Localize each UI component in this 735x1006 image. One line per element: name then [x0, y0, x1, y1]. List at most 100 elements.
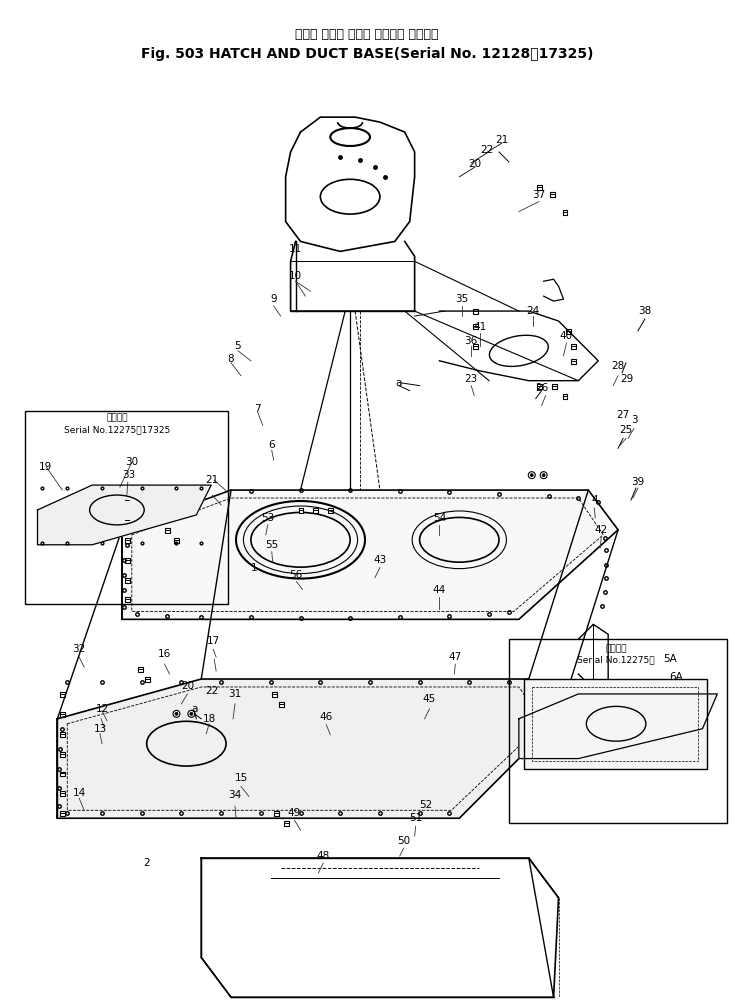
Text: Serial No.12275～: Serial No.12275～: [577, 655, 655, 664]
Text: 35: 35: [456, 294, 469, 304]
Bar: [137, 667, 143, 672]
Text: 6: 6: [268, 441, 275, 451]
Text: 26: 26: [535, 382, 548, 392]
Text: 22: 22: [481, 145, 494, 155]
Text: 18: 18: [203, 714, 216, 723]
Text: 38: 38: [638, 306, 651, 316]
Text: 5A: 5A: [663, 654, 677, 664]
Text: 52: 52: [419, 801, 432, 810]
Bar: [60, 712, 65, 717]
Text: 27: 27: [617, 410, 630, 421]
Text: Serial No.12275～17325: Serial No.12275～17325: [64, 426, 170, 435]
Bar: [272, 692, 276, 697]
Bar: [165, 528, 170, 533]
Text: 40: 40: [560, 331, 573, 341]
Text: 29: 29: [620, 373, 634, 383]
Ellipse shape: [175, 712, 178, 715]
Text: 33: 33: [122, 470, 135, 480]
Bar: [125, 577, 130, 582]
Bar: [125, 598, 130, 603]
Bar: [562, 393, 567, 398]
Text: 51: 51: [409, 813, 423, 823]
Text: a: a: [191, 704, 198, 714]
Bar: [284, 821, 289, 826]
Text: 48: 48: [317, 851, 330, 861]
Text: 56: 56: [289, 569, 302, 579]
Bar: [125, 538, 130, 543]
Bar: [125, 518, 130, 523]
Text: 11: 11: [289, 244, 302, 255]
Text: 47: 47: [448, 652, 462, 662]
Text: 42: 42: [595, 525, 608, 535]
Bar: [313, 508, 318, 513]
Bar: [537, 185, 542, 190]
Ellipse shape: [190, 712, 193, 715]
Bar: [125, 557, 130, 562]
Text: 21: 21: [206, 475, 219, 485]
Polygon shape: [37, 485, 211, 545]
Bar: [60, 792, 65, 797]
Text: 39: 39: [631, 477, 645, 487]
Text: 31: 31: [229, 689, 242, 699]
Text: 41: 41: [473, 322, 487, 332]
Text: a: a: [395, 377, 402, 387]
Text: 34: 34: [229, 791, 242, 801]
Text: 15: 15: [234, 774, 248, 784]
Bar: [571, 359, 576, 364]
Text: 1: 1: [251, 562, 257, 572]
Text: 10: 10: [289, 272, 302, 282]
Text: 8: 8: [228, 354, 234, 364]
Text: 5: 5: [234, 341, 241, 351]
Text: 43: 43: [373, 554, 387, 564]
Bar: [273, 811, 279, 816]
Text: 32: 32: [73, 644, 86, 654]
Text: 17: 17: [207, 636, 220, 646]
Text: 45: 45: [423, 694, 436, 704]
Text: 14: 14: [73, 789, 86, 799]
Ellipse shape: [530, 474, 533, 477]
Polygon shape: [519, 694, 717, 759]
Text: 55: 55: [265, 540, 279, 549]
Polygon shape: [57, 679, 559, 818]
Text: 7: 7: [254, 403, 261, 413]
Text: 9: 9: [270, 294, 277, 304]
Bar: [174, 538, 179, 543]
Text: 16: 16: [158, 649, 171, 659]
Text: 12: 12: [96, 704, 109, 714]
Text: 36: 36: [465, 336, 478, 346]
Bar: [473, 324, 478, 329]
Bar: [279, 702, 284, 707]
Text: 37: 37: [532, 190, 545, 200]
Bar: [145, 677, 150, 682]
Text: 53: 53: [261, 513, 274, 523]
Text: 54: 54: [433, 513, 446, 523]
Bar: [329, 508, 333, 513]
Bar: [551, 383, 556, 388]
Text: 2: 2: [143, 858, 150, 868]
Text: 13: 13: [93, 723, 107, 733]
Text: 4: 4: [591, 495, 598, 505]
Bar: [473, 344, 478, 349]
Bar: [60, 811, 65, 816]
Bar: [60, 772, 65, 777]
Text: 28: 28: [612, 361, 625, 371]
Bar: [571, 344, 576, 349]
Ellipse shape: [180, 499, 183, 502]
Text: 49: 49: [288, 808, 301, 818]
Bar: [60, 731, 65, 736]
Text: 22: 22: [206, 686, 219, 696]
Text: 6A: 6A: [669, 672, 683, 682]
Bar: [473, 309, 478, 314]
Bar: [60, 751, 65, 757]
Bar: [550, 192, 555, 197]
Text: 24: 24: [526, 306, 539, 316]
Text: 44: 44: [433, 584, 446, 595]
Bar: [298, 508, 304, 513]
Text: 23: 23: [465, 373, 478, 383]
Bar: [537, 383, 542, 388]
Bar: [60, 692, 65, 697]
Text: 19: 19: [39, 462, 52, 472]
Text: 46: 46: [320, 712, 333, 722]
Bar: [562, 209, 567, 214]
Text: 適用号機: 適用号機: [606, 644, 627, 653]
